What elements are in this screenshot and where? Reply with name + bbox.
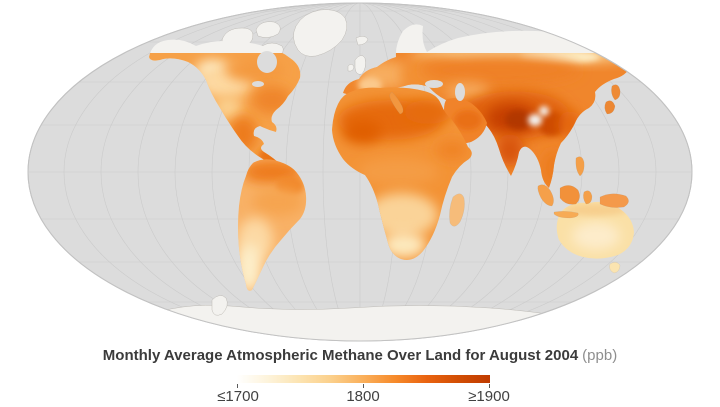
world-map	[27, 2, 693, 342]
landmass-australia	[556, 201, 634, 259]
map-title-unit: (ppb)	[582, 347, 618, 364]
landmass-greenland	[293, 9, 348, 57]
inland-seas	[252, 51, 465, 101]
landmass-antarctica	[139, 304, 586, 341]
map-title: Monthly Average Atmospheric Methane Over…	[102, 347, 579, 364]
colorbar-tick-min	[237, 384, 238, 388]
colorbar-tick-max	[489, 384, 490, 388]
colorbar-max-label: ≥1900	[468, 388, 510, 405]
colorbar-tick-mid	[363, 384, 364, 388]
map-outline	[27, 2, 693, 342]
map-caption: Monthly Average Atmospheric Methane Over…	[0, 347, 720, 365]
colorbar-mid-label: 1800	[346, 388, 380, 405]
colorbar-gradient	[237, 375, 490, 383]
colorbar-min-label: ≤1700	[217, 388, 259, 405]
